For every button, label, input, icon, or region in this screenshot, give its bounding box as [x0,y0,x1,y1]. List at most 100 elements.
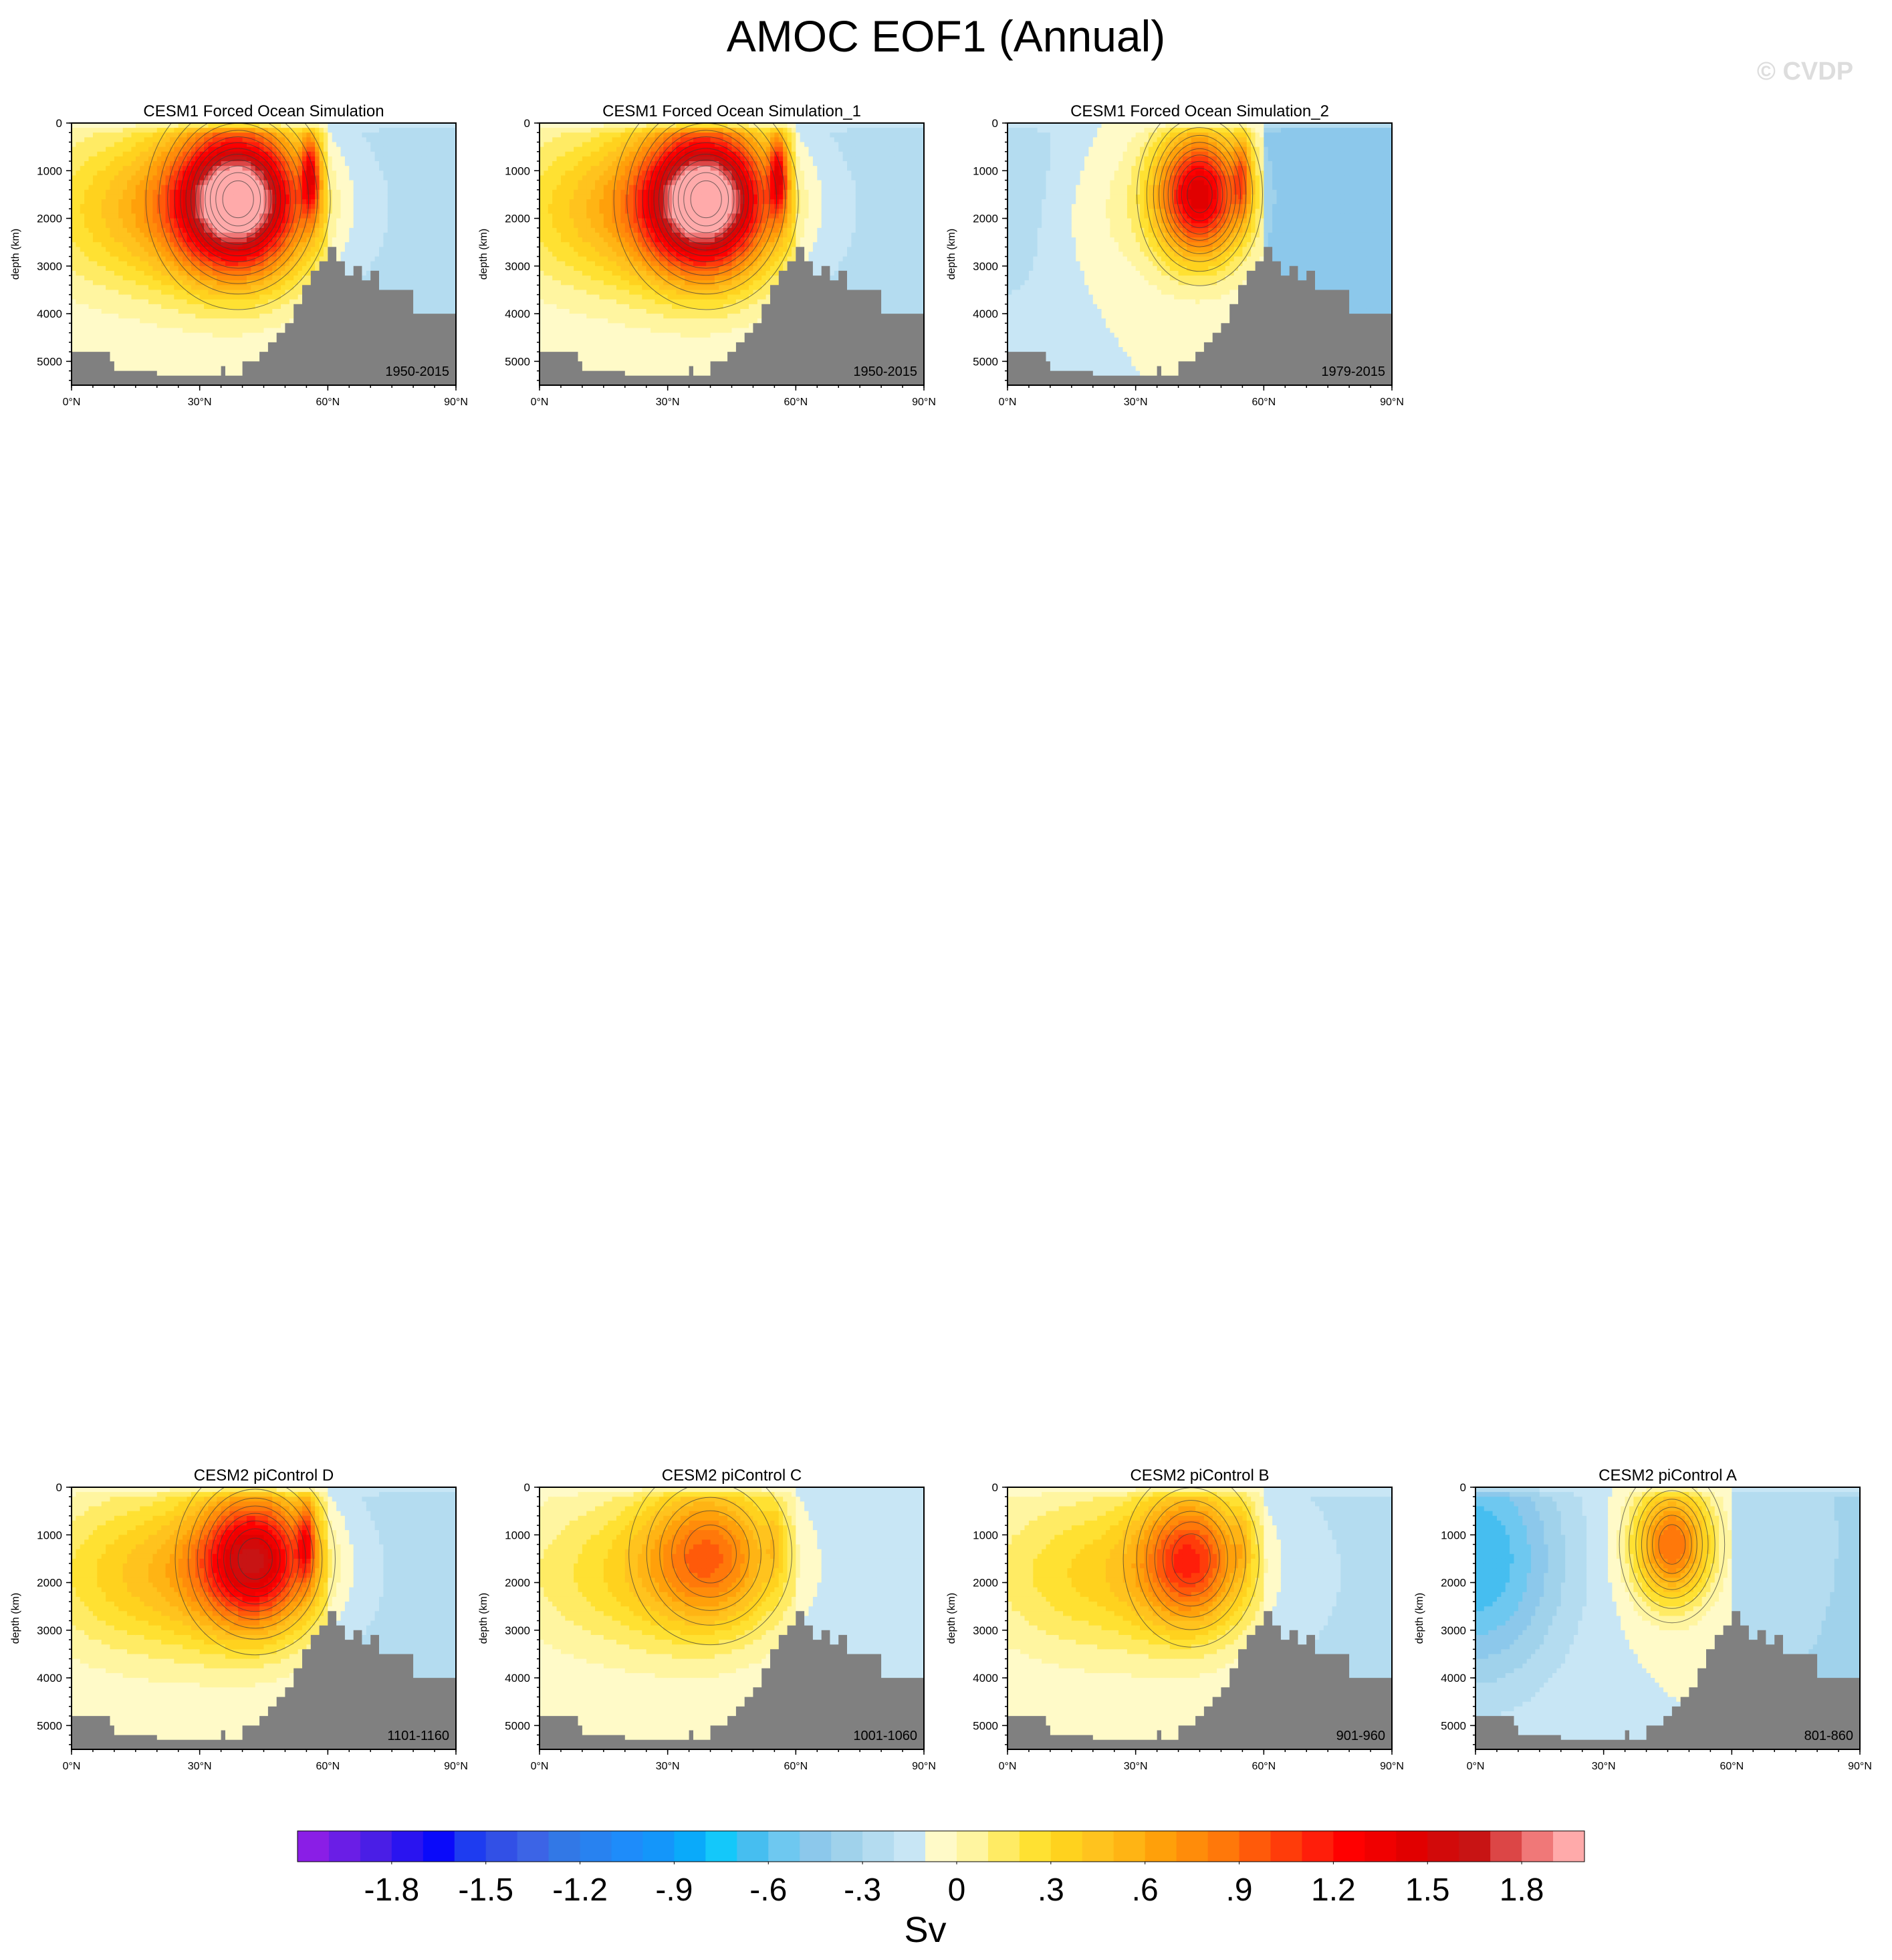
field-cell [349,180,354,186]
field-cell [435,180,440,186]
field-cell [110,146,115,152]
field-cell [127,204,132,209]
field-cell [229,318,235,324]
field-cell [118,346,124,352]
field-cell [191,209,196,215]
field-cell [208,223,213,229]
field-cell [118,361,124,367]
field-cell [242,308,247,314]
field-cell [106,213,111,219]
field-cell [392,199,397,205]
field-cell [323,161,328,167]
field-cell [396,256,401,262]
field-cell [251,247,256,253]
field-cell [383,199,388,205]
field-cell [379,237,384,243]
field-cell [118,237,124,243]
field-cell [127,137,132,143]
field-cell [263,328,269,334]
field-cell [187,237,192,243]
field-cell [106,290,111,296]
field-cell [306,166,312,171]
field-cell [152,261,158,267]
field-cell [148,180,153,186]
field-cell [88,199,94,205]
field-cell [144,256,149,262]
field-cell [263,123,269,128]
field-cell [221,304,226,310]
field-cell [374,194,380,200]
field-cell [451,247,456,253]
field-cell [229,251,235,257]
field-cell [178,218,183,224]
field-cell [387,171,392,176]
field-cell [92,180,98,186]
field-cell [276,156,281,162]
field-cell [217,332,222,338]
field-cell [208,137,213,143]
field-cell [135,294,140,300]
field-cell [106,161,111,167]
field-cell [238,227,243,233]
field-cell [392,123,397,128]
field-cell [435,285,440,291]
field-cell [404,276,410,281]
field-cell [148,146,153,152]
field-cell [443,128,448,133]
field-cell [332,156,337,162]
field-cell [396,180,401,186]
field-cell [88,256,94,262]
field-cell [84,323,90,329]
field-cell [178,123,183,128]
field-cell [255,180,260,186]
field-cell [255,185,260,191]
field-cell [106,308,111,314]
field-cell [156,290,162,296]
field-cell [169,237,174,243]
field-cell [169,308,174,314]
field-cell [443,146,448,152]
field-cell [259,171,265,176]
field-cell [443,270,448,276]
field-cell [447,304,453,310]
field-cell [404,213,410,219]
field-cell [114,180,119,186]
field-cell [233,256,239,262]
field-cell [187,299,192,305]
field-cell [362,209,367,215]
field-cell [174,280,179,286]
field-cell [289,213,294,219]
field-cell [72,123,76,128]
field-cell [242,137,247,143]
field-cell [413,128,419,133]
field-cell [383,180,388,186]
field-cell [387,232,392,238]
field-cell [122,294,128,300]
field-cell [233,370,239,376]
field-cell [344,161,350,167]
field-cell [122,189,128,195]
field-cell [76,251,81,257]
field-cell [76,227,81,233]
field-cell [178,285,183,291]
field-cell [191,256,196,262]
field-cell [80,151,85,157]
field-cell [169,356,174,362]
field-cell [319,227,324,233]
field-cell [183,265,188,271]
field-cell [122,213,128,219]
field-cell [144,337,149,343]
field-cell [118,247,124,253]
field-cell [97,151,102,157]
field-cell [178,232,183,238]
field-cell [255,342,260,348]
field-cell [259,218,265,224]
field-cell [191,337,196,343]
field-cell [332,199,337,205]
field-cell [97,256,102,262]
field-cell [233,280,239,286]
field-cell [144,251,149,257]
field-cell [221,356,226,362]
field-cell [439,151,444,157]
field-cell [97,294,102,300]
